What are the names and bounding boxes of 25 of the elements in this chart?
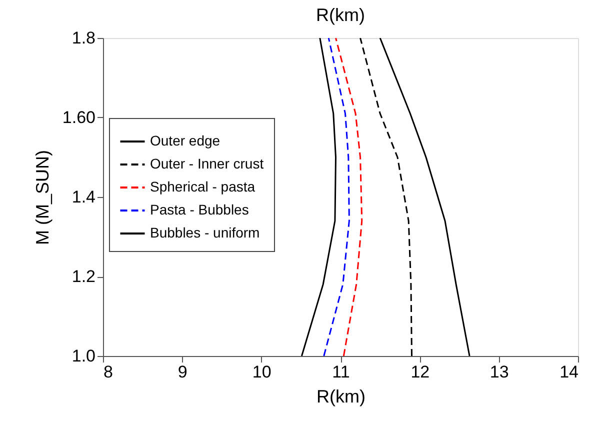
legend-label: Bubbles - uniform: [150, 224, 260, 240]
x-tick-label: 9: [178, 362, 188, 382]
line-series: [300, 38, 336, 356]
x-tick-label: 14: [560, 362, 578, 382]
legend-label: Pasta - Bubbles: [150, 202, 249, 218]
legend-label: Outer - Inner crust: [150, 156, 264, 172]
y-tick-label: 1.0: [72, 346, 96, 366]
x-tick-label: 10: [252, 362, 272, 382]
y-axis-title: M (M_SUN): [32, 150, 52, 245]
line-series: [335, 38, 363, 356]
line-series: [360, 38, 412, 356]
y-tick-label: 1.60: [62, 108, 96, 127]
x-tick-label: 12: [410, 362, 430, 382]
chart-title: R(km): [316, 5, 365, 25]
line-series: [323, 38, 350, 356]
x-tick-label: 11: [332, 362, 350, 382]
legend-label: Spherical - pasta: [150, 178, 256, 194]
line-series: [379, 38, 470, 356]
x-tick-label: 8: [104, 362, 113, 382]
y-tick-label: 1.8: [72, 28, 96, 48]
y-tick-label: 1.4: [72, 188, 96, 206]
y-tick-label: 1.2: [72, 267, 96, 286]
x-tick-label: 13: [490, 362, 509, 382]
legend-label: Outer edge: [150, 132, 220, 148]
x-axis-title: R(km): [316, 386, 366, 406]
